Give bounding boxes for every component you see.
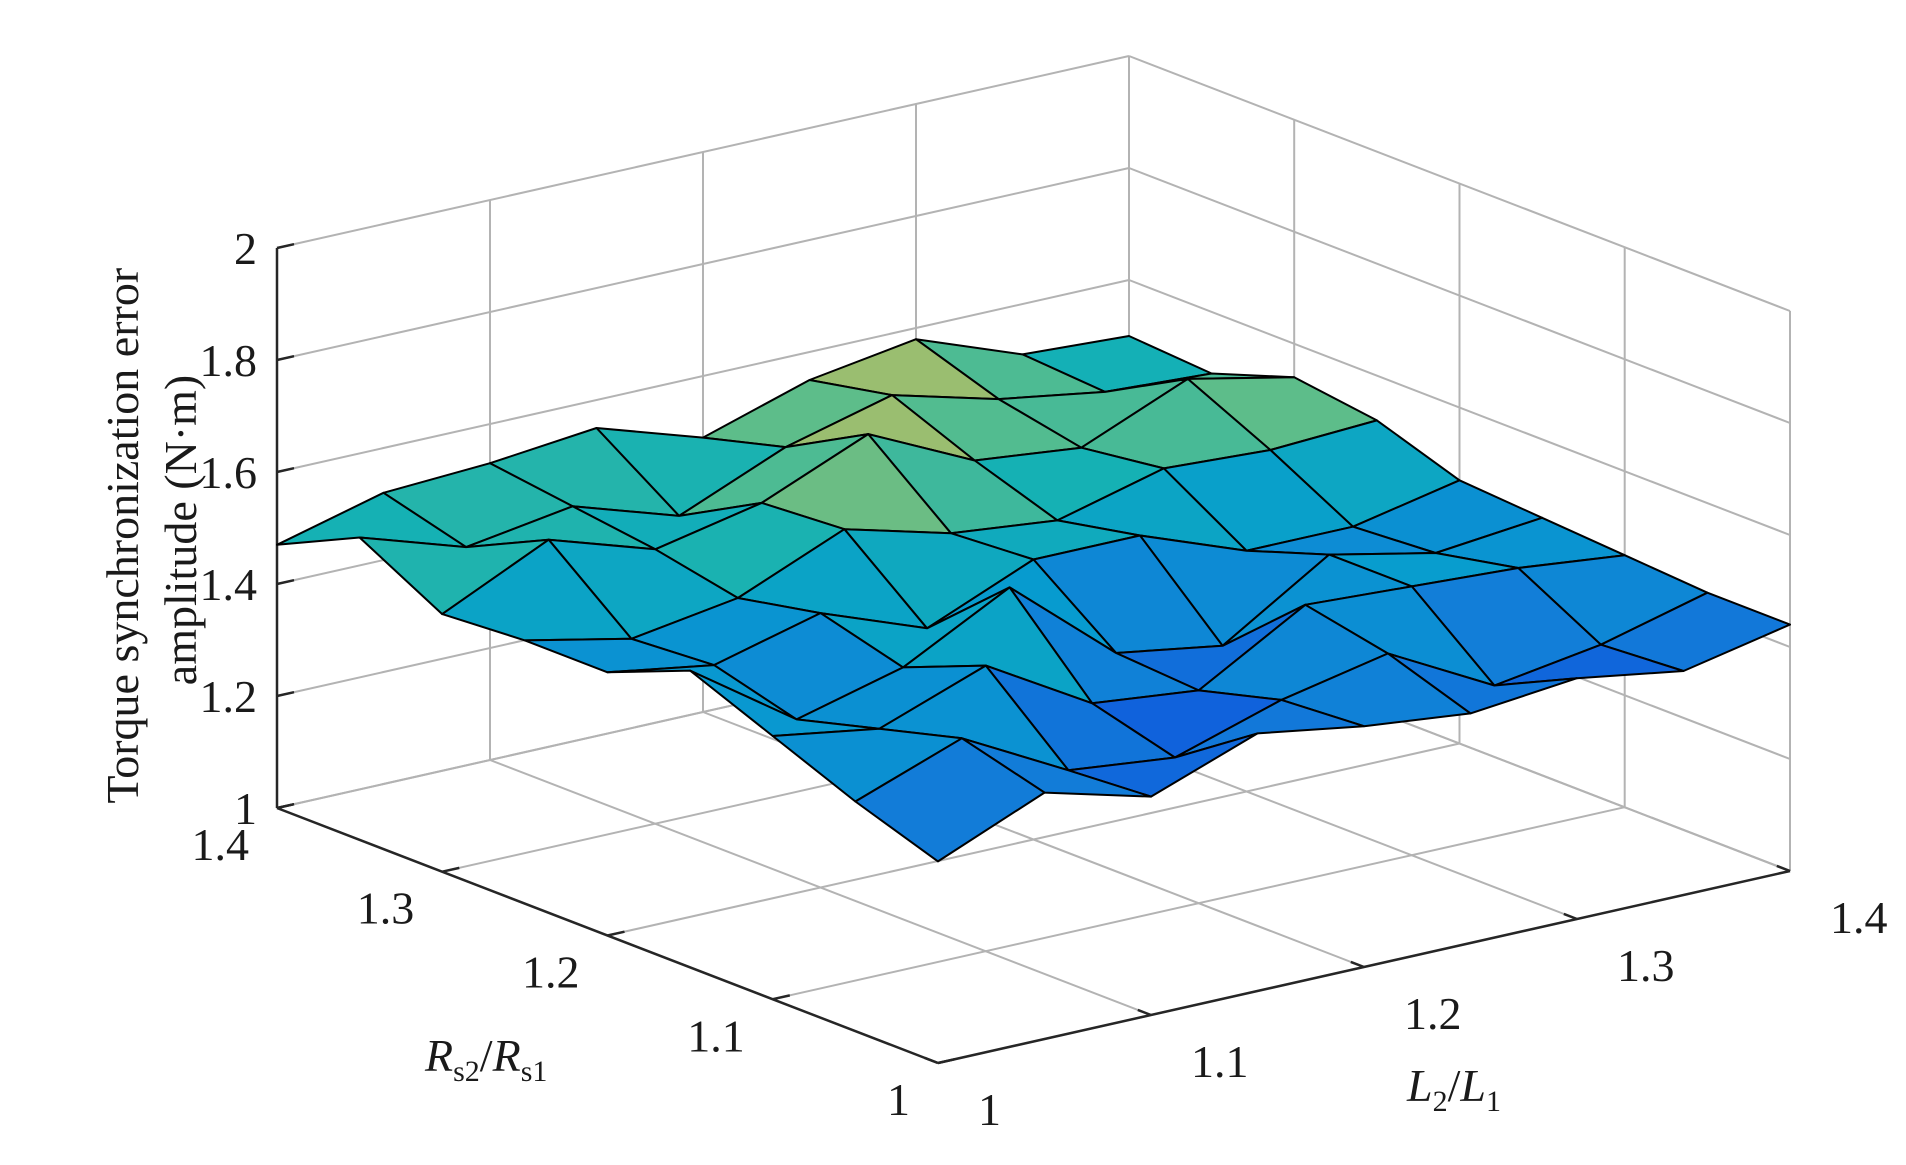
x-axis-label-den-sub: s1	[521, 1055, 548, 1088]
x-tick-mark	[772, 994, 791, 1001]
x-tick-mark	[607, 930, 625, 937]
z-tick-label: 1.4	[200, 559, 258, 610]
x-tick-label: 1	[887, 1074, 910, 1125]
y-tick-label: 1.2	[1404, 988, 1462, 1039]
z-axis-label-line-1: Torque synchronization error	[97, 268, 148, 804]
surface-face	[854, 737, 1046, 863]
x-axis-label-num: R	[424, 1030, 453, 1081]
x-tick-mark	[937, 1057, 956, 1065]
z-tick-label: 1.2	[200, 671, 258, 722]
y-tick-label: 1.3	[1617, 940, 1675, 991]
z-tick-label: 1	[234, 783, 257, 834]
z-tick-mark	[276, 690, 295, 698]
y-axis-label-den: L	[1459, 1060, 1486, 1111]
wall-grid-horizontal	[276, 167, 1130, 361]
wall-grid-horizontal	[276, 279, 1130, 473]
z-tick-mark	[276, 354, 295, 362]
y-tick-label: 1.1	[1191, 1036, 1249, 1087]
y-axis-label: L2/L1	[1406, 1060, 1501, 1118]
z-tick-mark	[276, 802, 295, 810]
x-tick-mark	[441, 866, 460, 873]
tick-label-layer: 11.11.21.31.411.11.21.31.411.21.41.61.82	[192, 223, 1888, 1135]
z-tick-label: 1.8	[200, 335, 258, 386]
y-tick-label: 1	[978, 1084, 1001, 1135]
x-axis-label-num-sub: s2	[453, 1055, 480, 1088]
wall-grid-horizontal	[276, 55, 1130, 249]
z-tick-mark	[276, 242, 295, 250]
x-tick-label: 1.2	[522, 947, 580, 998]
y-tick-mark	[1350, 960, 1365, 969]
x-tick-label: 1.3	[357, 883, 415, 934]
x-tick-label: 1.1	[687, 1010, 745, 1061]
z-tick-mark	[276, 466, 295, 474]
x-tick-label: 1.4	[192, 819, 250, 870]
wall-grid-horizontal	[1128, 55, 1791, 312]
y-tick-mark	[1563, 912, 1578, 921]
axes-layer	[275, 242, 1791, 1065]
y-tick-label: 1.4	[1830, 892, 1888, 943]
y-tick-mark	[924, 1056, 939, 1065]
y-tick-mark	[1776, 864, 1791, 873]
z-tick-label: 1.6	[200, 447, 258, 498]
x-axis-label-sep: /	[480, 1030, 493, 1081]
axis-label-layer: Torque synchronization error amplitude (…	[97, 256, 1501, 1118]
z-tick-label: 2	[234, 223, 257, 274]
floor-grid-line-y	[489, 759, 1152, 1016]
y-axis-label-sep: /	[1448, 1060, 1461, 1111]
z-tick-mark	[276, 578, 295, 586]
y-axis-label-num: L	[1406, 1060, 1433, 1111]
z-axis-label: Torque synchronization error amplitude (…	[97, 256, 206, 803]
wall-grid-horizontal	[1128, 167, 1791, 424]
wall-grid-horizontal	[1128, 279, 1791, 536]
y-axis-label-den-sub: 1	[1486, 1085, 1501, 1118]
y-axis-label-num-sub: 2	[1433, 1085, 1448, 1118]
y-tick-mark	[1137, 1008, 1152, 1017]
x-axis-label: Rs2/Rs1	[424, 1030, 547, 1088]
surface-layer	[276, 335, 1791, 863]
z-axis-label-line-2: amplitude (N·m)	[155, 375, 206, 685]
x-axis-label-den: R	[492, 1030, 521, 1081]
